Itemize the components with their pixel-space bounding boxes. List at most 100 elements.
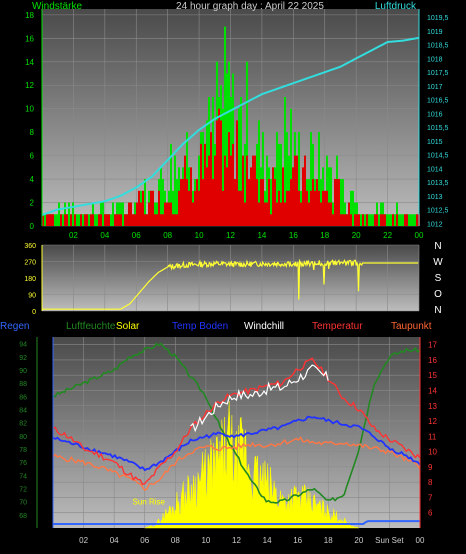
gust-bar — [88, 214, 90, 226]
legend-entry: Temp Boden — [172, 321, 228, 332]
wind-bar — [90, 214, 92, 226]
wind-bar — [310, 190, 312, 226]
gust-bar — [388, 214, 390, 226]
wind-bar — [166, 202, 168, 226]
gust-bar — [224, 26, 226, 227]
windchill-line — [190, 364, 329, 433]
wind-bar — [198, 190, 200, 226]
wind-bar — [180, 179, 182, 226]
wind-bar — [272, 167, 274, 226]
gust-bar — [286, 132, 288, 226]
temperature-humidity-panel: 6789101112131415161768707274767880828486… — [0, 321, 437, 545]
wind-bar — [342, 214, 344, 226]
x-tick-label: 08 — [163, 231, 172, 240]
wind-bar — [278, 190, 280, 226]
wind-bar — [86, 214, 88, 226]
legend-entry: Taupunkt — [391, 321, 432, 332]
humidity-tick-label: 80 — [19, 434, 27, 441]
wind-bar — [106, 214, 108, 226]
sunrise-label: Sun Rise — [133, 497, 166, 506]
wind-bar — [182, 179, 184, 226]
wind-bar — [314, 190, 316, 226]
wind-bar — [290, 179, 292, 226]
x-tick-label: 12 — [226, 231, 235, 240]
x-tick-label: 04 — [110, 536, 119, 545]
wind-bar — [270, 214, 272, 226]
wind-bar — [120, 214, 122, 226]
wind-bar — [264, 202, 266, 226]
wind-bar — [184, 155, 186, 226]
wind-bar — [138, 190, 140, 226]
wind-bar — [276, 202, 278, 226]
temp-tick-label: 11 — [428, 432, 437, 441]
wind-bar — [380, 214, 382, 226]
wind-bar — [350, 214, 352, 226]
wind-bar — [206, 167, 208, 226]
wind-direction-line — [42, 258, 419, 310]
wind-bar — [344, 214, 346, 226]
gust-bar — [240, 96, 242, 226]
gust-bar — [340, 179, 342, 226]
gust-bar — [280, 143, 282, 226]
wind-bar — [334, 179, 336, 226]
wind-bar — [108, 214, 110, 226]
wind-bar — [154, 214, 156, 226]
pressure-line — [41, 36, 420, 216]
humidity-tick-label: 88 — [19, 381, 27, 388]
wind-bar — [302, 167, 304, 226]
wind-bar — [288, 190, 290, 226]
gust-bar — [246, 61, 248, 226]
wind-bar — [238, 190, 240, 226]
gust-bar — [76, 214, 78, 226]
y-left-tick-label: 12 — [25, 81, 34, 90]
gust-bar — [378, 214, 380, 226]
solar-area — [144, 400, 359, 529]
y-left-tick-label: 6 — [30, 152, 35, 161]
temp-tick-label: 14 — [428, 386, 437, 395]
wind-bar — [374, 214, 376, 226]
y-right-tick-label: 1019,5 — [427, 15, 449, 22]
gust-bar — [82, 214, 84, 226]
x-tick-label: 10 — [195, 231, 204, 240]
y-right-tick-label: 1018 — [427, 56, 443, 63]
y-right-tick-label: 1014,5 — [427, 153, 449, 160]
x-tick-label: 00 — [416, 536, 425, 545]
temp-tick-label: 7 — [428, 493, 433, 502]
wind-bar — [222, 190, 224, 226]
wind-bar — [292, 167, 294, 226]
y-left-tick-label: 8 — [30, 128, 35, 137]
y-right-tick-label: 1018,5 — [427, 43, 449, 50]
gust-bar — [370, 214, 372, 226]
gust-bar — [266, 155, 268, 226]
wind-bar — [346, 214, 348, 226]
x-tick-label: 02 — [69, 231, 78, 240]
wind-bar — [202, 179, 204, 226]
dewpoint-line — [52, 436, 421, 492]
wind-bar — [144, 214, 146, 226]
wind-bar — [194, 190, 196, 226]
wind-bar — [42, 214, 44, 226]
wind-bar — [80, 214, 82, 226]
humidity-tick-label: 90 — [19, 368, 27, 375]
wind-bar — [50, 214, 52, 226]
wind-bar — [226, 167, 228, 226]
humidity-tick-label: 78 — [19, 447, 27, 454]
y-right-tick-label: 1017 — [427, 84, 443, 91]
temp-tick-label: 16 — [428, 356, 437, 365]
legend-entry: Luftfeuchte — [66, 321, 116, 332]
gust-bar — [244, 143, 246, 226]
wind-bar — [208, 155, 210, 226]
gust-bar — [412, 214, 414, 226]
wind-bar — [326, 190, 328, 226]
y-left-tick-label: 16 — [25, 34, 34, 43]
wind-bar — [340, 214, 342, 226]
gust-bar — [284, 96, 286, 226]
wind-bar — [320, 202, 322, 226]
wind-bar — [116, 214, 118, 226]
wind-bar — [332, 214, 334, 226]
direction-tick-label: 360 — [24, 243, 36, 250]
wind-bar — [146, 214, 148, 226]
wind-bar — [348, 202, 350, 226]
compass-label: N — [434, 305, 441, 316]
